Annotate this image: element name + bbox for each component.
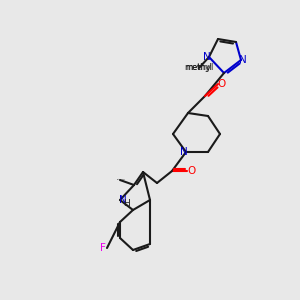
Text: O: O <box>188 166 196 176</box>
Text: N: N <box>119 195 127 205</box>
Text: H: H <box>124 200 130 208</box>
Text: methyl: methyl <box>186 62 212 71</box>
Text: N: N <box>239 55 247 65</box>
Text: O: O <box>218 79 226 89</box>
Text: N: N <box>180 147 188 157</box>
Text: methyl_label: methyl_label <box>117 178 126 180</box>
Text: methyl: methyl <box>197 66 202 67</box>
Text: N: N <box>203 52 211 62</box>
Text: F: F <box>100 243 106 253</box>
Text: methyl: methyl <box>184 64 214 73</box>
